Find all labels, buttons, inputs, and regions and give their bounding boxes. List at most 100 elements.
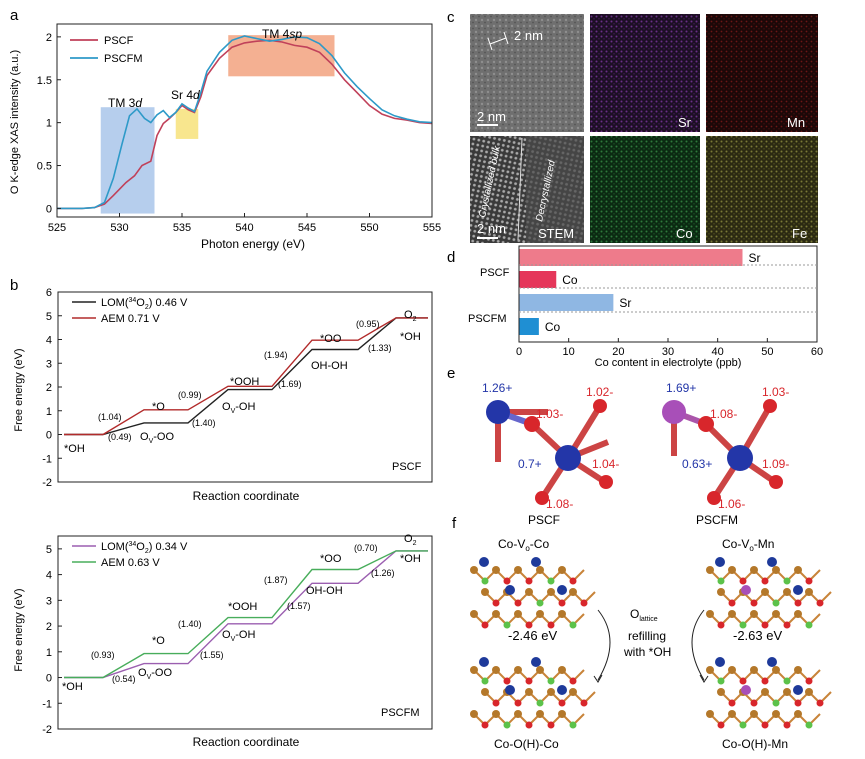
surface-atom — [479, 557, 489, 567]
atom — [492, 699, 500, 707]
atom — [481, 677, 489, 685]
panel-label-b: b — [10, 277, 18, 294]
atom — [525, 721, 533, 729]
atom — [514, 710, 522, 718]
x-tick-label: 540 — [235, 222, 253, 234]
x-tick-label: 550 — [360, 222, 378, 234]
series-aem — [64, 550, 428, 679]
chart-frame — [57, 535, 433, 730]
atom — [514, 666, 522, 674]
y-tick-label: 0 — [46, 673, 52, 685]
label-co-oh-mn: Co-O(H)-Mn — [722, 737, 788, 751]
scale-label-inset: 2 nm — [514, 28, 543, 43]
energy-left: -2.46 eV — [508, 628, 557, 643]
atom — [750, 566, 758, 574]
charge-o2-pscfm: 1.03- — [762, 385, 789, 399]
state-ooh-b: *OOH — [228, 601, 257, 613]
atom — [580, 599, 588, 607]
atom — [503, 721, 511, 729]
atom — [481, 721, 489, 729]
atom — [772, 666, 780, 674]
state-oh-oh-b: OH-OH — [306, 585, 343, 597]
series-lom — [64, 550, 428, 679]
bar-pscfm-sr — [519, 294, 614, 311]
legend-label-lom-pscf: LOM(34O2) 0.46 V — [101, 297, 188, 311]
charge-sr-pscf: 1.26+ — [482, 381, 512, 395]
group-label-pscf: PSCF — [480, 267, 510, 279]
legend-label-lom-pscfm: LOM(34O2) 0.34 V — [101, 541, 188, 555]
x-tick-label: 535 — [173, 222, 191, 234]
bar-pscfm-co — [519, 318, 539, 335]
chart-b-top: -2 -1 0 1 2 3 4 5 6 Reaction coordinate Free ene… — [13, 287, 433, 503]
atom — [728, 699, 736, 707]
atom — [739, 677, 747, 685]
state-oo: *OO — [320, 333, 342, 345]
arrow-right-head — [699, 674, 709, 683]
atom — [783, 721, 791, 729]
state-oh-2: *OH — [400, 331, 421, 343]
charge-o2-pscf: 1.02- — [586, 385, 613, 399]
step-lom-1-b: (0.54) — [112, 674, 136, 684]
arrow-right — [691, 609, 705, 681]
mn-map — [706, 14, 818, 132]
panel-label-a: a — [10, 7, 19, 24]
region-label-tm4sp: TM 4sp — [262, 27, 302, 41]
middle-label-2: refilling — [628, 629, 666, 643]
atom — [470, 566, 478, 574]
atom — [547, 677, 555, 685]
panel-f: Co-Vo-Co Co-Vo-Mn -2.46 eV -2.63 eV Olat… — [470, 537, 832, 751]
stem-decrystallized-region — [526, 136, 584, 243]
atom — [706, 566, 714, 574]
atom — [816, 699, 824, 707]
y-tick-label: 0.5 — [37, 161, 52, 173]
atom — [514, 610, 522, 618]
atom — [794, 599, 802, 607]
chart-b-bottom-corner-label: PSCFM — [381, 707, 420, 719]
charge-co-pscf: 0.7+ — [518, 457, 542, 471]
atom — [536, 566, 544, 574]
state-o: *O — [152, 401, 165, 413]
sr-map — [590, 14, 700, 132]
y-tick-label: 0 — [46, 203, 52, 215]
chart-d: Sr Co Sr Co 0 10 20 30 40 50 60 Co content in ele… — [468, 245, 823, 369]
atom — [750, 699, 758, 707]
atom — [503, 577, 511, 585]
y-tick-label: 3 — [46, 595, 52, 607]
center-atom — [505, 685, 515, 695]
step-aem-1-b: (0.93) — [91, 650, 115, 660]
atom — [717, 721, 725, 729]
region-sr-4d — [175, 108, 199, 139]
panel-label-f: f — [452, 515, 457, 532]
series-lom — [64, 317, 428, 436]
atom — [569, 577, 577, 585]
y-tick-label: -2 — [42, 724, 52, 736]
step-aem-2: (0.99) — [178, 390, 202, 400]
atom — [794, 710, 802, 718]
x-tick-label: 40 — [712, 346, 724, 358]
state-oh-1: *OH — [64, 443, 85, 455]
bar-label-pscfm-sr: Sr — [619, 296, 631, 310]
atom — [525, 577, 533, 585]
sr-atom — [662, 400, 686, 424]
scale-mark-top-b — [503, 31, 509, 45]
atom — [728, 566, 736, 574]
region-label-sr4d: Sr 4d — [171, 88, 200, 102]
y-tick-label: 4 — [46, 335, 52, 347]
atom — [481, 577, 489, 585]
co-map-label: Co — [676, 226, 693, 241]
atom — [503, 621, 511, 629]
chart-a-ylabel: O K-edge XAS intensity (a.u.) — [9, 50, 21, 194]
x-tick-label: 545 — [298, 222, 316, 234]
charge-o1-pscfm: 1.08- — [710, 407, 737, 421]
atom — [805, 577, 813, 585]
y-tick-label: 1 — [46, 647, 52, 659]
o-atom — [769, 475, 783, 489]
atom — [569, 721, 577, 729]
step-lom-4-b: (1.26) — [371, 568, 395, 578]
surface-atom — [767, 657, 777, 667]
chart-a: 525 530 535 540 545 550 555 0 0.5 1 1.5 2 Photon en… — [9, 23, 441, 251]
series-aem — [64, 317, 428, 436]
atom — [558, 599, 566, 607]
fe-map-label: Fe — [792, 226, 807, 241]
slab-top-right — [706, 557, 832, 629]
